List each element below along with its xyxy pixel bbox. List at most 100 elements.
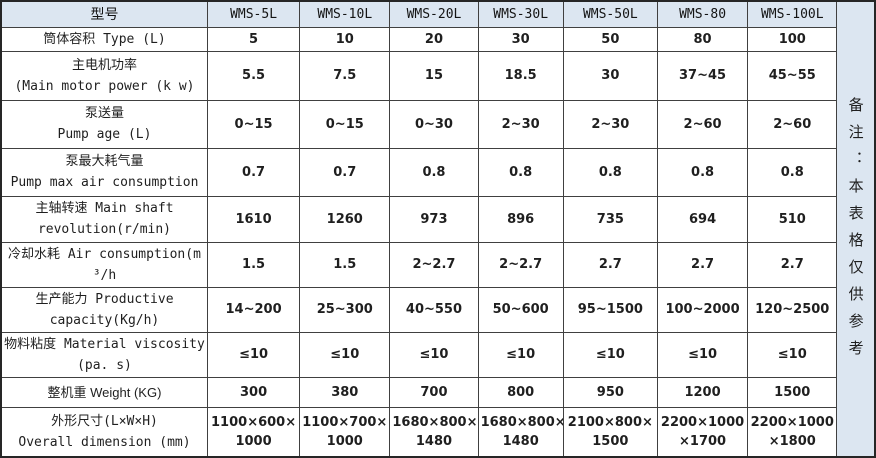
- table-row-pumpage: 泵送量 Pump age (L) 0~15 0~15 0~30 2~30 2~3…: [0, 99, 875, 149]
- spec-cell: 40~550: [389, 286, 479, 333]
- spec-cell: 694: [656, 195, 749, 243]
- spec-cell: 1680×800× 1480: [389, 406, 479, 458]
- spec-cell: 1100×600× 1000: [206, 406, 301, 458]
- table-row-shaft-speed: 主轴转速 Main shaft revolution(r/min) 1610 1…: [0, 195, 875, 243]
- spec-cell: 0.8: [562, 147, 658, 197]
- spec-cell: 25~300: [299, 286, 391, 333]
- spec-cell: 2.7: [656, 241, 749, 288]
- spec-cell: 2~30: [562, 99, 658, 149]
- spec-cell: 1.5: [206, 241, 301, 288]
- spec-cell: 735: [562, 195, 658, 243]
- remark-column: 备注：本表格仅供参考: [836, 0, 876, 458]
- spec-cell: ≤10: [389, 331, 479, 378]
- spec-cell: 0~15: [299, 99, 391, 149]
- spec-cell: ≤10: [747, 331, 838, 378]
- spec-cell: 0~15: [206, 99, 301, 149]
- table-row-viscosity: 物料粘度 Material viscosity (pa. s) ≤10 ≤10 …: [0, 331, 875, 378]
- spec-cell: 18.5: [477, 50, 564, 101]
- spec-cell: 300: [206, 376, 301, 408]
- table-row-dimension: 外形尺寸(L×W×H) Overall dimension (mm) 1100×…: [0, 406, 875, 458]
- spec-cell: 45~55: [747, 50, 838, 101]
- column-header-wms-50l: WMS-50L: [562, 0, 658, 28]
- column-header-wms-100l: WMS-100L: [747, 0, 838, 28]
- spec-cell: 100~2000: [656, 286, 749, 333]
- spec-cell: 20: [389, 26, 479, 52]
- spec-cell: 0.8: [656, 147, 749, 197]
- spec-cell: 0.8: [747, 147, 838, 197]
- spec-cell: 2~30: [477, 99, 564, 149]
- spec-cell: 2.7: [562, 241, 658, 288]
- spec-cell: 0.7: [299, 147, 391, 197]
- table-row-weight: 整机重 Weight (KG) 300 380 700 800 950 1200…: [0, 376, 875, 408]
- spec-cell: 100: [747, 26, 838, 52]
- spec-cell: 0.8: [477, 147, 564, 197]
- row-label-motor-power: 主电机功率 (Main motor power (k w): [0, 50, 208, 101]
- spec-cell: 15: [389, 50, 479, 101]
- header-model-label: 型号: [0, 0, 208, 28]
- spec-cell: 2.7: [747, 241, 838, 288]
- spec-cell: 37~45: [656, 50, 749, 101]
- spec-cell: 1200: [656, 376, 749, 408]
- column-header-wms-20l: WMS-20L: [389, 0, 479, 28]
- spec-cell: 973: [389, 195, 479, 243]
- spec-cell: ≤10: [656, 331, 749, 378]
- spec-cell: 950: [562, 376, 658, 408]
- spec-cell: 0.8: [389, 147, 479, 197]
- spec-cell: 380: [299, 376, 391, 408]
- spec-cell: 2~2.7: [389, 241, 479, 288]
- column-header-wms-80: WMS-80: [656, 0, 749, 28]
- spec-cell: 2100×800× 1500: [562, 406, 658, 458]
- spec-cell: 7.5: [299, 50, 391, 101]
- spec-cell: 2~2.7: [477, 241, 564, 288]
- column-header-wms-30l: WMS-30L: [477, 0, 564, 28]
- spec-cell: 2~60: [747, 99, 838, 149]
- spec-cell: 5.5: [206, 50, 301, 101]
- spec-cell: ≤10: [562, 331, 658, 378]
- row-label-volume: 筒体容积 Type (L): [0, 26, 208, 52]
- row-label-pump-air: 泵最大耗气量 Pump max air consumption: [0, 147, 208, 197]
- row-label-weight: 整机重 Weight (KG): [0, 376, 208, 408]
- row-label-capacity: 生产能力 Productive capacity(Kg/h): [0, 286, 208, 333]
- spec-cell: 0~30: [389, 99, 479, 149]
- spec-cell: 10: [299, 26, 391, 52]
- column-header-wms-5l: WMS-5L: [206, 0, 301, 28]
- row-label-shaft-speed: 主轴转速 Main shaft revolution(r/min): [0, 195, 208, 243]
- spec-cell: 2200×1000 ×1700: [656, 406, 749, 458]
- spec-cell: 30: [562, 50, 658, 101]
- spec-cell: 1500: [747, 376, 838, 408]
- spec-cell: 2200×1000 ×1800: [747, 406, 838, 458]
- spec-cell: 1100×700× 1000: [299, 406, 391, 458]
- spec-cell: ≤10: [477, 331, 564, 378]
- spec-cell: 1610: [206, 195, 301, 243]
- spec-cell: 80: [656, 26, 749, 52]
- row-label-pumpage: 泵送量 Pump age (L): [0, 99, 208, 149]
- spec-cell: 5: [206, 26, 301, 52]
- spec-cell: 896: [477, 195, 564, 243]
- spec-cell: 2~60: [656, 99, 749, 149]
- spec-cell: 50: [562, 26, 658, 52]
- spec-cell: 30: [477, 26, 564, 52]
- spec-cell: 14~200: [206, 286, 301, 333]
- table-row-pump-air: 泵最大耗气量 Pump max air consumption 0.7 0.7 …: [0, 147, 875, 197]
- table-row-motor-power: 主电机功率 (Main motor power (k w) 5.5 7.5 15…: [0, 50, 875, 101]
- row-label-cooling-water: 冷却水耗 Air consumption(m ³/h: [0, 241, 208, 288]
- spec-cell: 1.5: [299, 241, 391, 288]
- spec-cell: ≤10: [299, 331, 391, 378]
- column-header-wms-10l: WMS-10L: [299, 0, 391, 28]
- spec-cell: ≤10: [206, 331, 301, 378]
- spec-cell: 510: [747, 195, 838, 243]
- spec-cell: 1680×800× 1480: [477, 406, 564, 458]
- spec-cell: 800: [477, 376, 564, 408]
- spec-cell: 0.7: [206, 147, 301, 197]
- table-row-capacity: 生产能力 Productive capacity(Kg/h) 14~200 25…: [0, 286, 875, 333]
- table-row-cooling-water: 冷却水耗 Air consumption(m ³/h 1.5 1.5 2~2.7…: [0, 241, 875, 288]
- spec-cell: 95~1500: [562, 286, 658, 333]
- row-label-dimension: 外形尺寸(L×W×H) Overall dimension (mm): [0, 406, 208, 458]
- spec-cell: 1260: [299, 195, 391, 243]
- table-row-volume: 筒体容积 Type (L) 5 10 20 30 50 80 100: [0, 26, 875, 52]
- spec-cell: 120~2500: [747, 286, 838, 333]
- row-label-viscosity: 物料粘度 Material viscosity (pa. s): [0, 331, 208, 378]
- spec-cell: 700: [389, 376, 479, 408]
